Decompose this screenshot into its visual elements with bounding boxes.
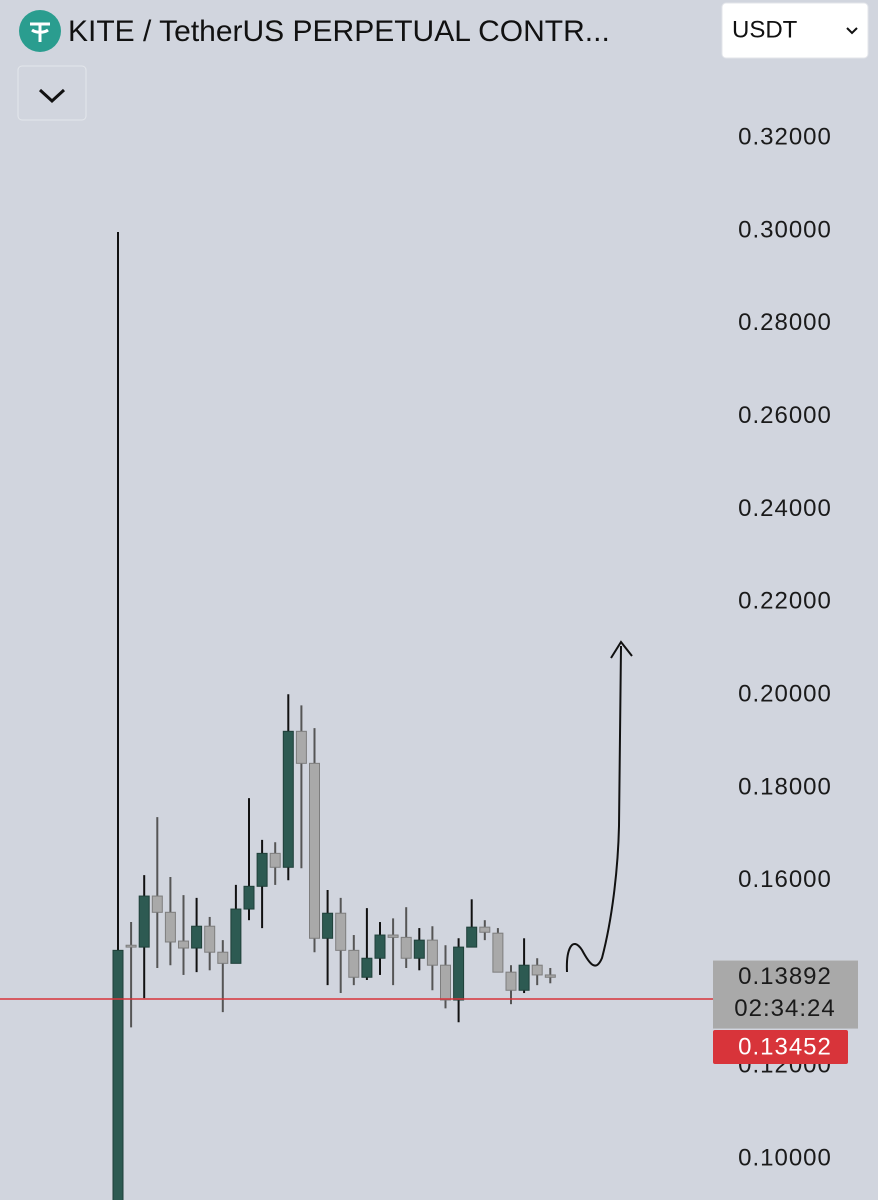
candle-body [243,885,255,910]
candle-body [164,911,176,943]
candle-body [505,971,517,991]
candle-body [295,730,307,764]
y-tick-label: 0.26000 [738,402,832,429]
candle-body [531,964,543,976]
candle-body [335,912,347,951]
currency-label: USDT [732,16,798,43]
last-price-label: 0.13892 [738,963,832,990]
candle-body [282,730,294,868]
candle-body [151,895,163,913]
candle-body [256,852,268,887]
candle-body [426,939,438,966]
y-tick-label: 0.28000 [738,309,832,336]
candle-body [544,974,556,978]
y-tick-label: 0.32000 [738,124,832,151]
candle-body [400,936,412,959]
symbol-title: KITE / TetherUS PERPETUAL CONTR... [68,15,610,48]
candle-body [125,944,137,948]
drawn-arrow [565,640,633,973]
candle-body [518,964,530,991]
y-tick-label: 0.20000 [738,680,832,707]
candle-body [387,934,399,938]
candle-body [413,939,425,959]
candle-body [178,940,189,949]
candle-body [440,964,451,1001]
y-tick-label: 0.10000 [738,1145,832,1172]
countdown-label: 02:34:24 [734,995,835,1022]
mark-price-label: 0.13452 [738,1033,832,1060]
candle-body [138,895,150,948]
last-price-box [713,960,858,1029]
y-tick-label: 0.16000 [738,866,832,893]
y-tick-label: 0.18000 [738,773,832,800]
currency-select[interactable] [721,2,869,59]
plot-area [0,232,713,1200]
candle-body [217,951,229,964]
select-caret [846,27,858,35]
y-tick-label: 0.24000 [738,495,832,522]
candle-body [479,926,491,933]
logo-glyph [30,22,50,42]
collapse-button[interactable] [17,65,87,121]
chevron-icon [38,88,66,104]
candle-body [112,949,124,1200]
candle-body [361,957,373,978]
candle-body [230,908,242,964]
price-labels: 0.13892 02:34:24 0.13452 [713,960,858,1064]
candle-body [466,926,478,948]
candle-body [453,946,465,1001]
candle-body [374,934,386,959]
candle-body [204,925,216,953]
candle-body [309,762,320,939]
price-axis: 0.100000.120000.140000.160000.180000.200… [738,124,832,1172]
candle-body [191,925,203,949]
candle-body [322,912,334,939]
candle-body [269,852,281,868]
candle-body [348,949,360,978]
y-tick-label: 0.30000 [738,216,832,243]
candle-body [492,932,504,973]
y-tick-label: 0.22000 [738,588,832,615]
header: KITE / TetherUS PERPETUAL CONTR... USDT [17,2,869,121]
mark-price-box [713,1029,848,1064]
